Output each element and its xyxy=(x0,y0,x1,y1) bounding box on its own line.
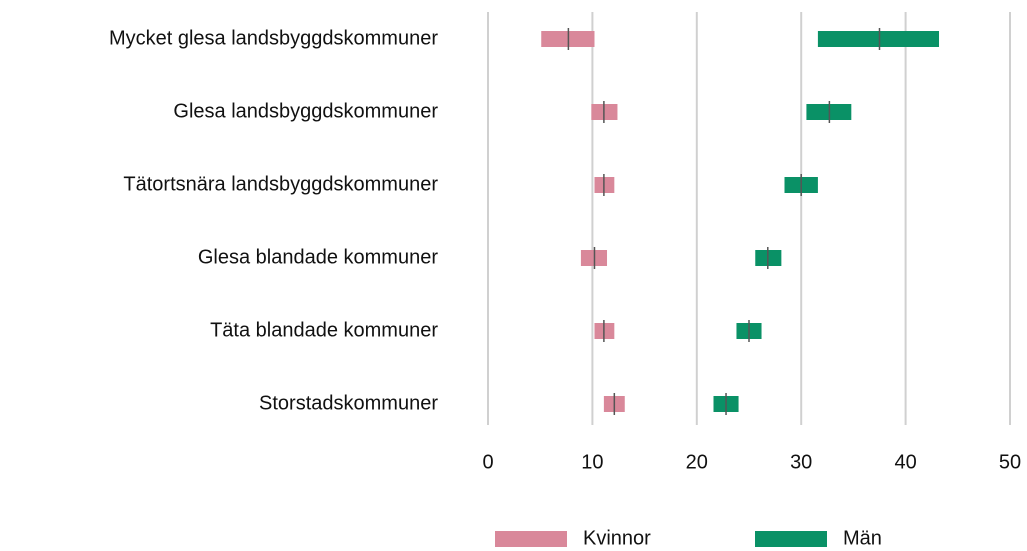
legend-swatch xyxy=(755,531,827,547)
x-tick-label: 20 xyxy=(686,451,708,473)
category-label: Mycket glesa landsbyggdskommuner xyxy=(109,27,438,49)
legend-label: Kvinnor xyxy=(583,527,651,549)
category-label: Glesa landsbyggdskommuner xyxy=(173,100,438,122)
legend-label: Män xyxy=(843,527,882,549)
x-tick-label: 10 xyxy=(581,451,603,473)
x-tick-label: 40 xyxy=(894,451,916,473)
category-label: Täta blandade kommuner xyxy=(210,319,438,341)
category-label: Tätortsnära landsbyggdskommuner xyxy=(123,173,438,195)
legend-swatch xyxy=(495,531,567,547)
x-tick-label: 0 xyxy=(482,451,493,473)
x-tick-label: 50 xyxy=(999,451,1021,473)
category-label: Glesa blandade kommuner xyxy=(198,246,438,268)
interval-bar xyxy=(817,31,940,47)
category-label: Storstadskommuner xyxy=(259,392,438,414)
x-tick-label: 30 xyxy=(790,451,812,473)
